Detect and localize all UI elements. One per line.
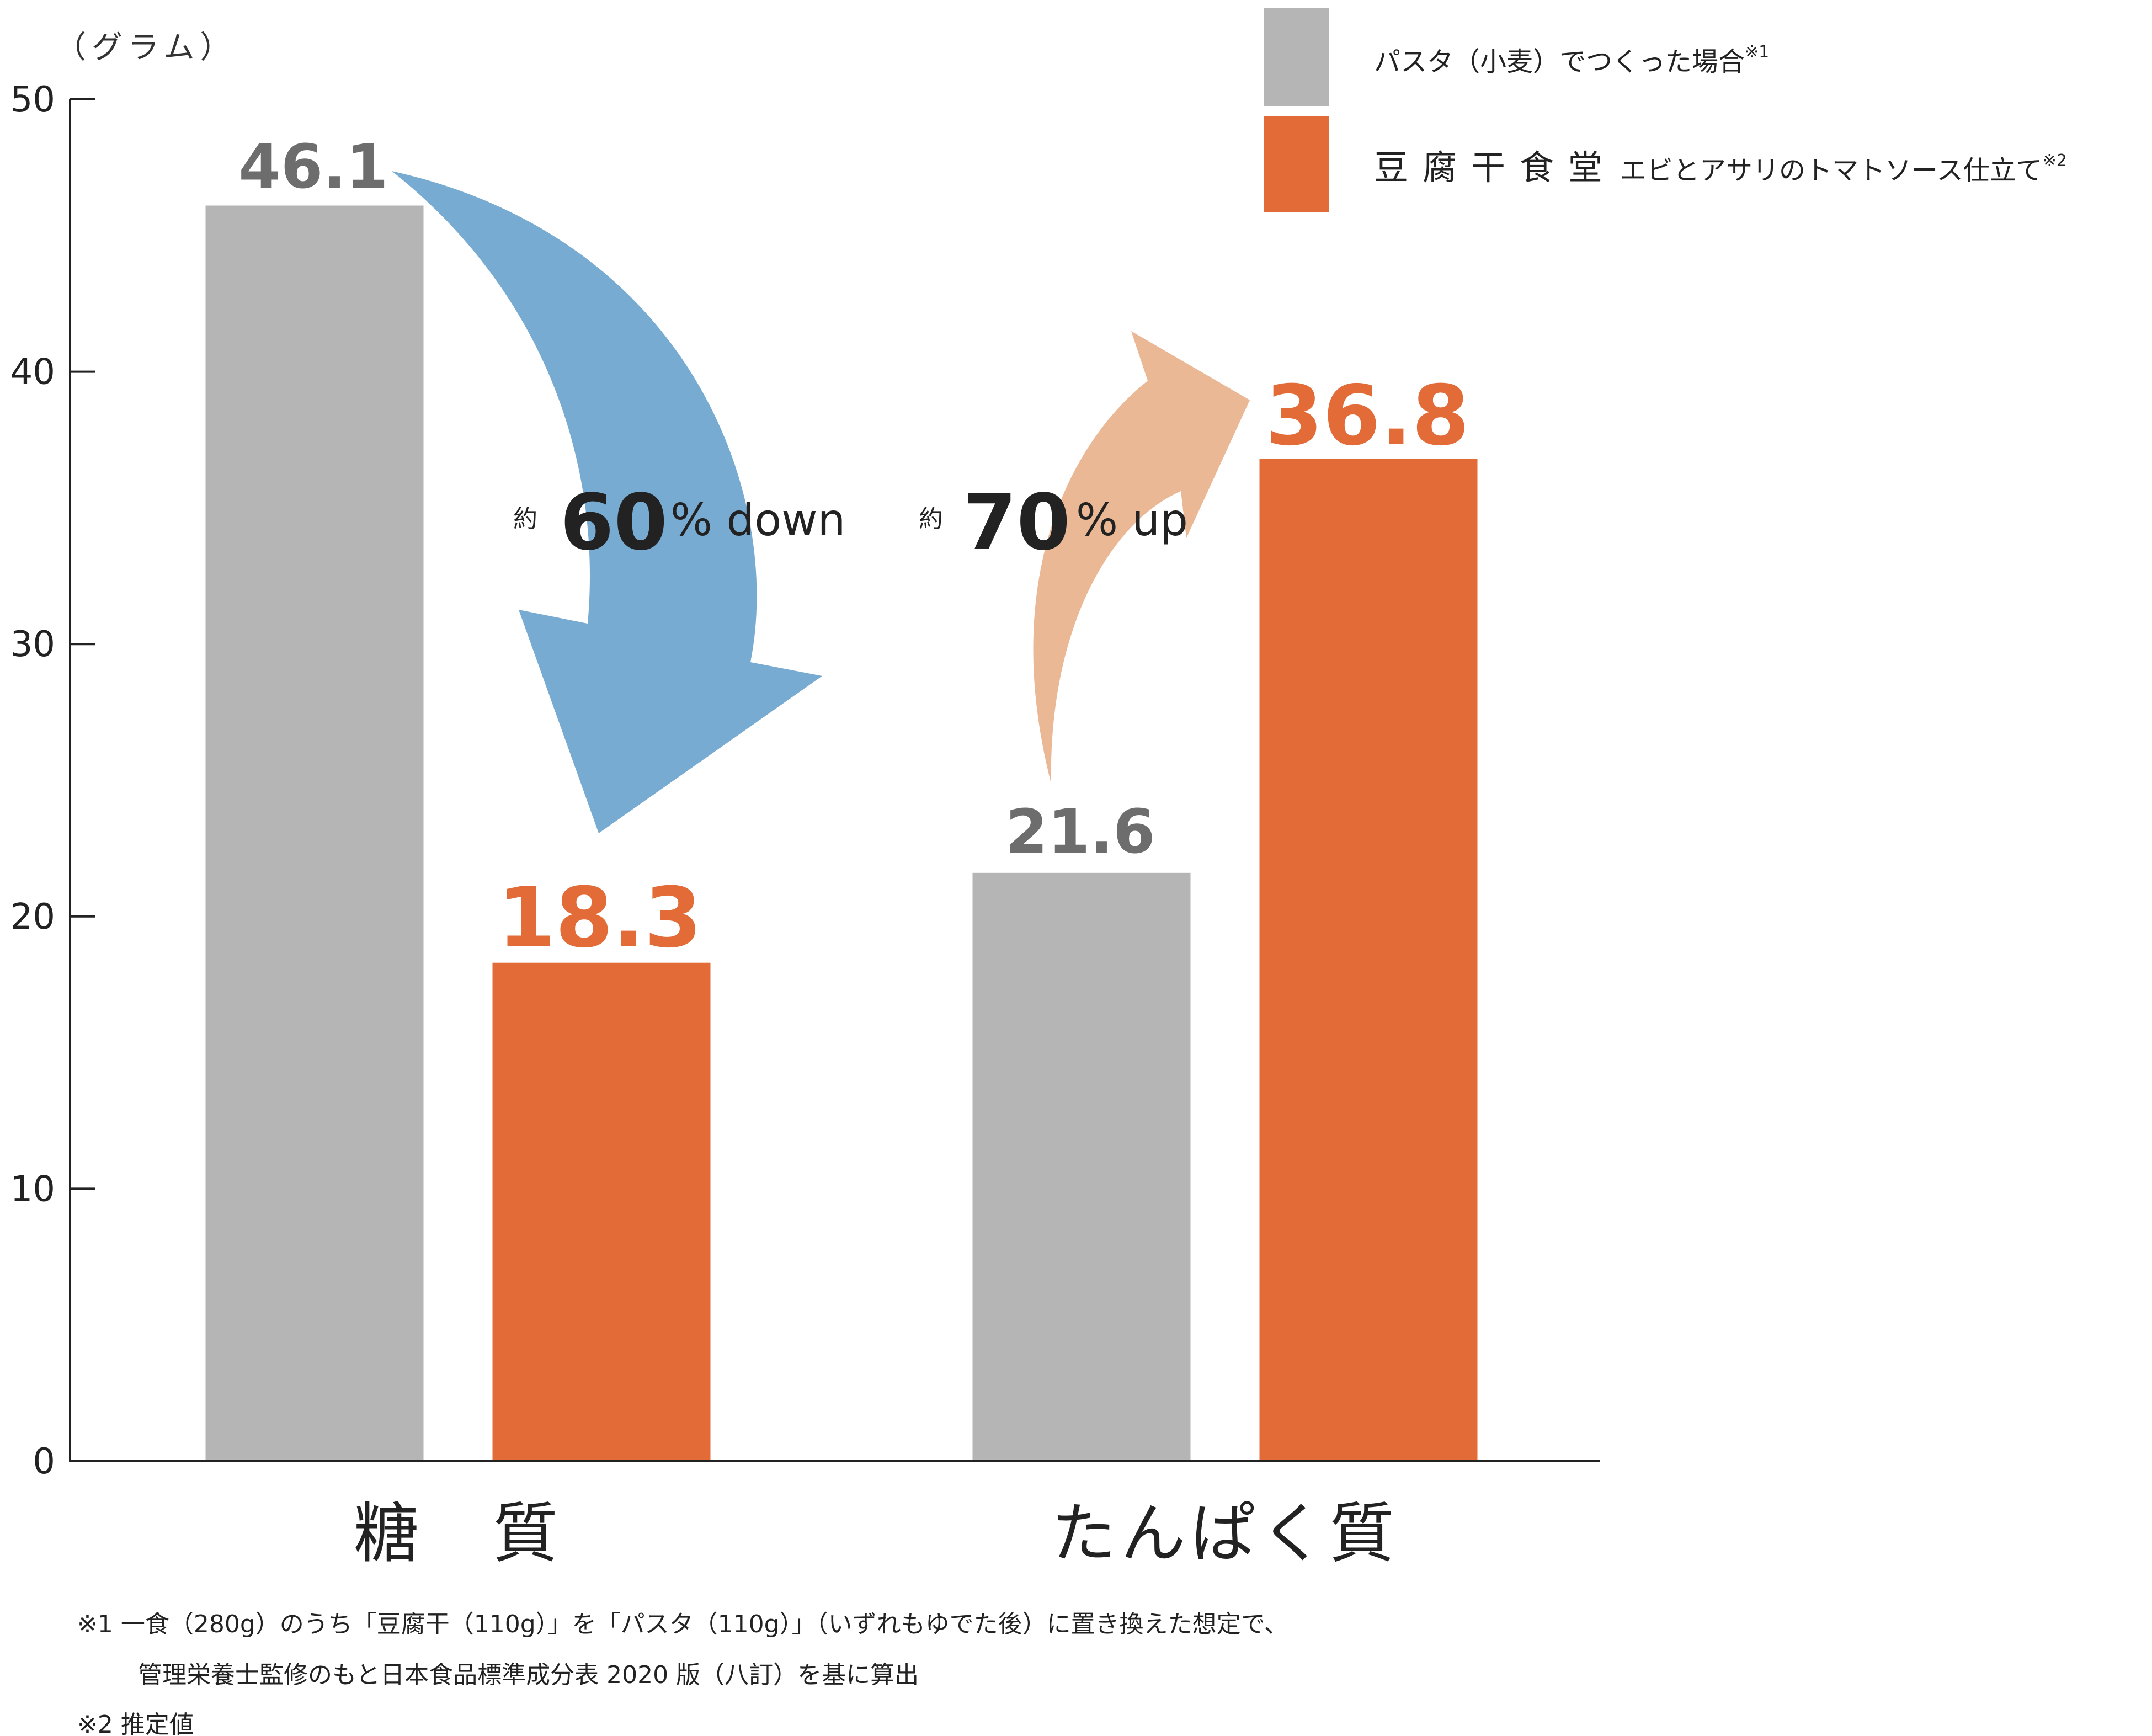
bar-tofu-carbs bbox=[492, 962, 711, 1461]
annotation-decrease-suffix: % down bbox=[670, 494, 845, 546]
value-label-tofu-protein: 36.8 bbox=[1265, 368, 1469, 464]
y-tick-label: 10 bbox=[10, 1169, 55, 1210]
value-label-pasta-carbs: 46.1 bbox=[238, 131, 388, 202]
annotation-increase-number: 70 bbox=[963, 478, 1070, 568]
legend-swatch-tofu bbox=[1264, 116, 1329, 212]
footnote-1: ※1 一食（280g）のうち「豆腐干（110g）」を「パスタ（110g）」（いず… bbox=[77, 1610, 1288, 1638]
category-label-protein: たんぱく質 bbox=[1051, 1495, 1399, 1572]
footnote-2: ※2 推定値 bbox=[77, 1711, 194, 1736]
y-tick-label: 40 bbox=[10, 352, 55, 393]
legend-label-tofu: 豆腐干食堂 エビとアサリのトマトソース仕立て※2 bbox=[1374, 147, 2067, 188]
y-ticks: 0 10 20 30 40 50 bbox=[10, 79, 95, 1482]
decrease-arrow bbox=[392, 171, 822, 833]
y-tick-label: 20 bbox=[10, 897, 55, 938]
increase-arrow bbox=[1033, 331, 1250, 784]
value-label-tofu-carbs: 18.3 bbox=[498, 870, 702, 966]
bar-pasta-protein bbox=[972, 872, 1191, 1461]
footnote-1-continued: 管理栄養士監修のもと日本食品標準成分表 2020 版（八訂）を基に算出 bbox=[138, 1661, 919, 1689]
bar-tofu-protein bbox=[1259, 459, 1478, 1461]
y-tick-label: 0 bbox=[33, 1441, 55, 1482]
value-label-pasta-protein: 21.6 bbox=[1005, 796, 1155, 867]
bars-layer bbox=[205, 205, 1478, 1462]
annotation-increase-prefix: 約 bbox=[919, 505, 943, 533]
legend-swatch-pasta bbox=[1264, 8, 1329, 106]
annotation-increase-suffix: % up bbox=[1076, 494, 1188, 546]
y-tick-label: 30 bbox=[10, 624, 55, 665]
legend-label-pasta: パスタ（小麦）でつくった場合※1 bbox=[1374, 42, 1769, 77]
category-label-carbs: 糖 質 bbox=[354, 1495, 562, 1572]
bar-pasta-carbs bbox=[205, 205, 424, 1462]
annotation-decrease-number: 60 bbox=[560, 478, 668, 568]
y-tick-label: 50 bbox=[10, 79, 55, 120]
y-unit-label: （グラム） bbox=[55, 30, 236, 66]
annotation-decrease-prefix: 約 bbox=[513, 505, 537, 533]
